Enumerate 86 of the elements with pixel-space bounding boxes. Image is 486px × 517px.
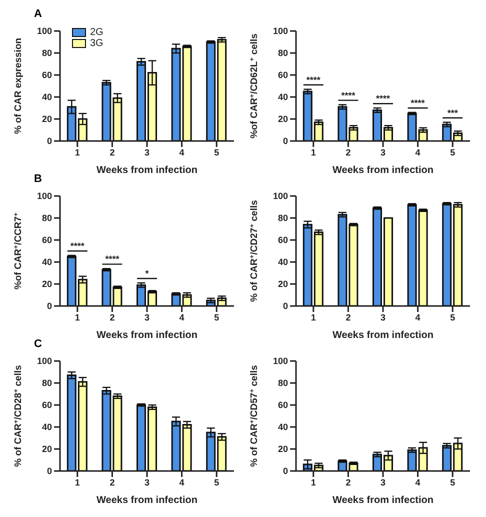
y-tick-label: 60 [278, 235, 288, 246]
y-tick-label: 100 [36, 191, 52, 202]
x-tick-label: 4 [415, 147, 420, 158]
x-tick-label: 4 [415, 312, 420, 322]
x-tick-label: 1 [74, 147, 80, 158]
annotation: **** [341, 90, 356, 100]
x-tick-label: 4 [179, 477, 184, 488]
text: C [34, 338, 42, 350]
y-tick-label: 40 [278, 257, 288, 268]
y-tick-label: 0 [282, 136, 288, 146]
annotation: *** [447, 108, 458, 118]
x-tick-label: 2 [346, 477, 351, 488]
text: B [34, 173, 42, 185]
y-tick-label: 60 [42, 235, 52, 246]
annotation: **** [376, 94, 390, 104]
x-tick-label: 4 [179, 147, 184, 158]
text: A [34, 8, 43, 22]
x-tick-label: 5 [214, 477, 220, 488]
x-tick-label: 2 [346, 147, 351, 158]
y-tick-label: 100 [272, 26, 288, 36]
y-tick-label: 80 [42, 48, 52, 58]
annotation: **** [70, 241, 85, 251]
y-tick-label: 20 [42, 444, 52, 454]
y-tick-label: 40 [42, 92, 52, 102]
y-tick-label: 20 [278, 114, 288, 124]
x-tick-label: 3 [144, 147, 150, 158]
y-tick-label: 100 [272, 191, 288, 202]
x-tick-label: 2 [110, 477, 115, 488]
x-tick-label: 5 [450, 477, 456, 488]
x-tick-label: 3 [380, 312, 386, 322]
x-tick-label: 5 [450, 147, 456, 158]
x-tick-label: 3 [380, 477, 386, 488]
x-tick-label: 4 [179, 312, 184, 322]
x-tick-label: 2 [110, 312, 115, 322]
annotation: **** [105, 254, 120, 264]
x-axis-title: Weeks from infection [332, 495, 434, 506]
x-tick-label: 1 [74, 477, 80, 488]
y-tick-label: 40 [42, 422, 52, 432]
x-tick-label: 5 [450, 312, 456, 322]
x-tick-label: 3 [144, 312, 150, 322]
x-tick-label: 1 [74, 312, 80, 322]
x-tick-label: 1 [310, 147, 316, 158]
x-axis-title: Weeks from infection [332, 330, 434, 341]
y-tick-label: 0 [46, 466, 52, 476]
y-tick-label: 0 [46, 136, 52, 146]
x-tick-label: 5 [214, 312, 220, 322]
y-tick-label: 60 [278, 400, 288, 410]
y-tick-label: 20 [278, 444, 288, 454]
x-tick-label: 1 [310, 312, 316, 322]
legend-label: 3G [90, 38, 104, 49]
x-tick-label: 4 [415, 477, 420, 488]
y-tick-label: 80 [42, 378, 52, 388]
y-tick-label: 100 [272, 356, 288, 366]
x-tick-label: 2 [110, 147, 115, 158]
y-tick-label: 20 [42, 279, 52, 290]
y-tick-label: 100 [36, 26, 52, 36]
y-tick-label: 40 [278, 92, 288, 102]
y-tick-label: 20 [42, 114, 52, 124]
y-tick-label: 20 [278, 279, 288, 290]
x-axis-title: Weeks from infection [96, 495, 198, 506]
y-tick-label: 80 [42, 213, 52, 224]
x-axis-title: Weeks from infection [96, 165, 198, 176]
y-tick-label: 0 [46, 301, 52, 312]
annotation: **** [410, 98, 426, 108]
x-tick-label: 3 [144, 477, 150, 488]
legend-label: 2G [90, 27, 104, 38]
x-axis-title: Weeks from infection [96, 330, 198, 341]
y-tick-label: 100 [36, 356, 52, 366]
x-tick-label: 5 [214, 147, 220, 158]
x-tick-label: 3 [380, 147, 386, 158]
x-tick-label: 2 [346, 312, 351, 322]
y-tick-label: 0 [282, 466, 288, 476]
x-axis-title: Weeks from infection [332, 165, 434, 176]
y-tick-label: 40 [42, 257, 52, 268]
y-tick-label: 0 [282, 301, 288, 312]
y-tick-label: 60 [278, 70, 288, 80]
y-tick-label: 60 [42, 70, 52, 80]
y-tick-label: 40 [278, 422, 288, 432]
annotation: **** [306, 74, 321, 85]
y-tick-label: 80 [278, 378, 288, 388]
annotation: * [145, 268, 150, 278]
y-tick-label: 60 [42, 400, 52, 410]
y-tick-label: 80 [278, 48, 288, 58]
y-tick-label: 80 [278, 213, 288, 224]
y-axis-title: % of CAR expression [13, 38, 24, 134]
x-tick-label: 1 [310, 477, 316, 488]
